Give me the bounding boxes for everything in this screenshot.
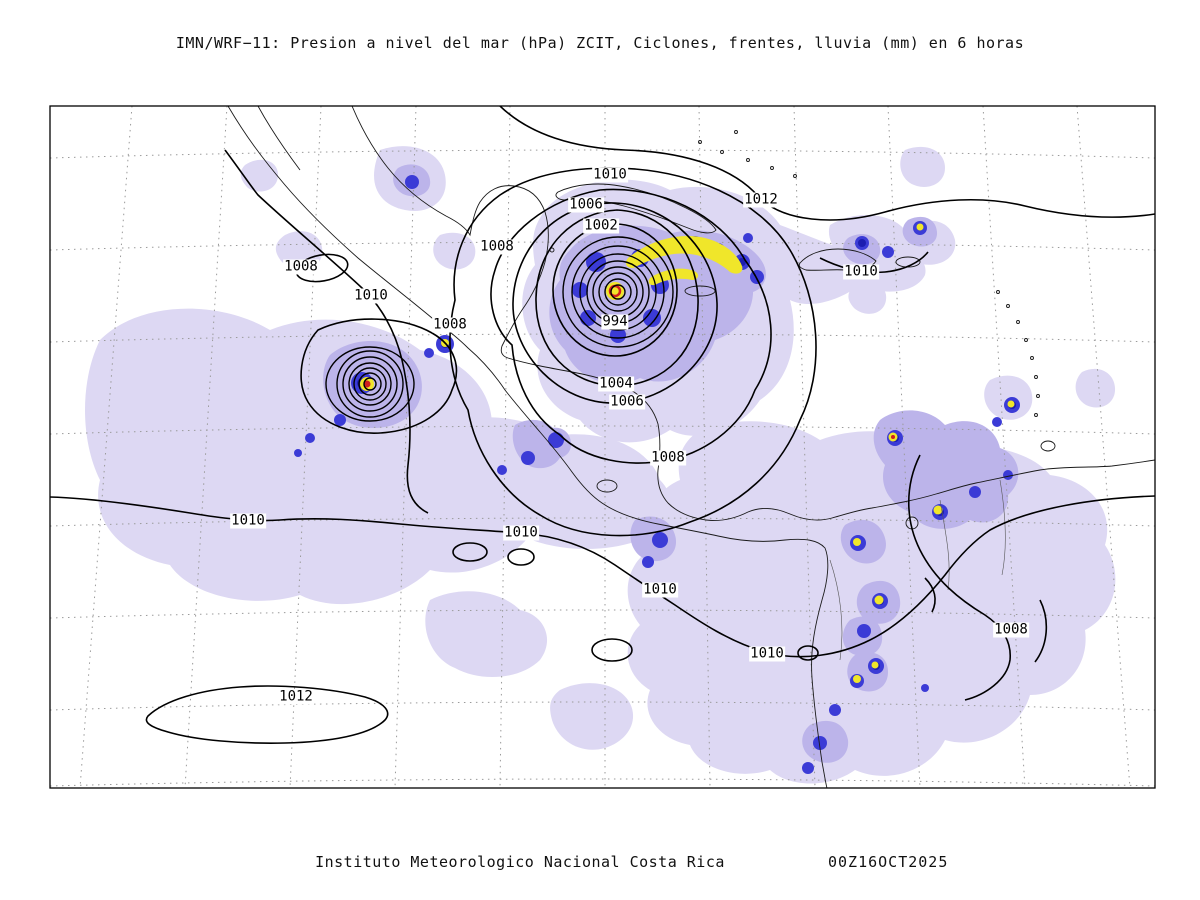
isobar-layer — [50, 106, 1155, 744]
rivers — [829, 479, 1006, 661]
isobar-1008-east-branch — [1034, 599, 1048, 663]
footer-institution: Instituto Meteorologico Nacional Costa R… — [315, 853, 725, 871]
isobar-1008-cyclone — [490, 188, 772, 464]
isobar-1010-cyclone — [449, 167, 817, 537]
bahamas — [698, 130, 797, 178]
pacific-coastline — [227, 106, 829, 788]
caribbean-coastline — [351, 106, 1155, 521]
lesser-antilles — [996, 290, 1040, 417]
isobar-1012-north — [499, 106, 1155, 221]
trinidad — [1040, 440, 1056, 452]
isobar-1008-east — [908, 454, 1011, 701]
isobar-1010-mexico — [224, 149, 429, 514]
mexico-inner-coast — [257, 106, 301, 171]
map-frame — [49, 105, 1156, 789]
page-title: IMN/WRF−11: Presion a nivel del mar (hPa… — [175, 34, 1025, 52]
graticule — [50, 106, 1155, 788]
pacific-cyclone-rings — [325, 346, 415, 422]
isobar-1010-hispaniola — [819, 251, 929, 274]
lake-nicaragua — [596, 479, 618, 493]
isobar-1008-pacific — [300, 318, 458, 434]
zcit-rain-band — [625, 236, 743, 274]
footer-datetime: 00Z16OCT2025 — [828, 853, 949, 871]
jamaica — [684, 285, 716, 297]
isobar-1012-southwest — [145, 685, 389, 744]
